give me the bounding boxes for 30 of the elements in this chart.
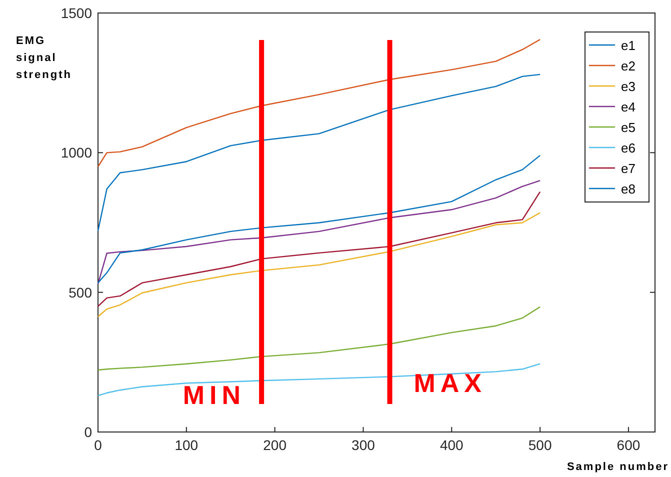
legend-label: e7 [621,161,636,176]
legend-label: e2 [621,58,636,74]
legend-label: e6 [621,140,636,156]
x-axis-title: Sample number [566,461,669,473]
line-series [97,180,541,285]
legend-label: e5 [621,120,636,135]
line-series [97,154,541,284]
x-tick-label: 100 [174,437,198,453]
y-axis-title: EMG signal strength [16,35,72,81]
ref-line-label: MAX [414,368,487,398]
line-series [97,212,541,318]
x-tick-label: 0 [94,437,102,453]
legend-label: e8 [621,182,636,196]
ref-line-label: MIN [182,380,246,410]
legend-label: e4 [621,100,636,114]
y-tick-label: 1500 [60,5,92,21]
y-tick-label: 0 [84,424,92,440]
line-series [97,191,541,307]
x-tick-label: 400 [440,437,464,453]
x-tick-label: 200 [263,437,287,453]
x-tick-label: 600 [616,437,640,453]
legend-label: e1 [621,38,636,53]
line-series [97,74,541,232]
line-series [97,306,541,371]
y-tick-label: 500 [68,284,92,300]
x-tick-label: 500 [528,437,552,453]
y-tick-label: 1000 [60,144,92,161]
line-series [97,38,541,168]
legend-label: e3 [621,79,636,94]
x-tick-label: 300 [352,437,376,453]
